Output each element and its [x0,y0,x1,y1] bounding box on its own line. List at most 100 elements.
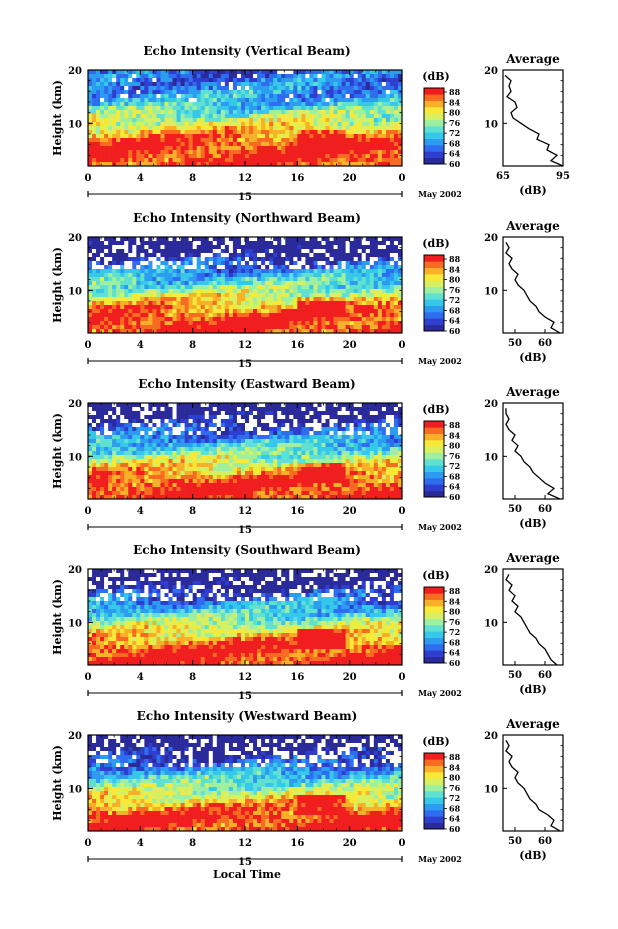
heatmap-cell [317,158,322,163]
heatmap-cell [116,427,121,432]
heatmap-cell [353,138,359,143]
heatmap-cell [377,122,383,127]
heatmap-cell [285,269,290,274]
heatmap-cell [301,305,306,310]
heatmap-cell [232,82,238,87]
heatmap-cell [140,447,145,452]
heatmap-cell [176,281,181,286]
heatmap-cell [92,265,97,270]
heatmap-cell [321,94,326,99]
heatmap-cell [144,150,149,155]
heatmap-cell [88,407,93,412]
heatmap-cell [220,253,226,258]
heatmap-cell [152,289,157,294]
heatmap-cell [265,277,270,282]
heatmap-cell [148,415,153,420]
heatmap-cell [253,118,258,123]
heatmap-cell [168,321,173,326]
heatmap-cell [108,261,113,266]
heatmap-cell [160,273,165,278]
heatmap-cell [172,94,177,99]
heatmap-cell [100,158,105,163]
heatmap-cell [261,122,266,127]
heatmap-cell [128,106,133,111]
heatmap-cell [245,110,250,115]
heatmap-cell [297,419,302,424]
heatmap-cell [224,403,230,408]
heatmap-cell [337,419,342,424]
heatmap-cell [357,237,363,242]
heatmap-cell [100,138,105,143]
heatmap-cell [301,439,306,444]
heatmap-cell [100,249,105,254]
heatmap-cell [309,126,314,131]
heatmap-cell [277,257,282,262]
heatmap-cell [132,297,137,302]
heatmap-cell [116,245,121,250]
heatmap-cell [345,431,350,436]
heatmap-cell [204,138,210,143]
heatmap-cell [116,70,121,75]
heatmap-cell [148,130,153,135]
heatmap-cell [152,439,157,444]
heatmap-cell [148,146,153,151]
heatmap-cell [200,74,206,79]
heatmap-cell [385,293,391,298]
heatmap-cell [349,415,354,420]
heatmap-cell [345,130,350,135]
heatmap-cell [92,90,97,95]
heatmap-cell [152,411,157,416]
heatmap-cell [253,130,258,135]
heatmap-cell [92,415,97,420]
heatmap-cell [140,293,145,298]
heatmap-cell [220,293,226,298]
heatmap-cell [92,162,97,167]
heatmap-cell [285,423,290,428]
heatmap-cell [96,154,101,159]
heatmap-cell [120,297,125,302]
heatmap-cell [180,90,185,95]
colorbar-tick-label: 72 [449,128,460,138]
heatmap-cell [112,134,117,139]
heatmap-cell [273,261,278,266]
heatmap-cell [337,130,342,135]
heatmap-cell [216,305,222,310]
heatmap-cell [220,301,226,306]
heatmap-cell [369,114,375,119]
heatmap-cell [353,301,359,306]
heatmap-cell [285,407,290,412]
heatmap-cell [289,273,294,278]
heatmap-cell [136,237,141,242]
heatmap-cell [180,146,185,151]
heatmap-cell [124,74,129,79]
heatmap-cell [136,110,141,115]
heatmap-cell [385,114,391,119]
heatmap-cell [128,74,133,79]
heatmap-cell [301,423,306,428]
heatmap-cell [180,269,185,274]
heatmap-cell [192,74,197,79]
heatmap-cell [232,70,238,75]
heatmap-cell [245,106,250,111]
heatmap-cell [353,158,359,163]
heatmap-cell [269,118,274,123]
heatmap-cell [273,150,278,155]
heatmap-cell [397,110,403,115]
heatmap-cell [289,138,294,143]
profile-x-label: (dB) [519,184,546,197]
heatmap-cell [285,435,290,440]
heatmap-cell [136,130,141,135]
heatmap-cell [325,237,330,242]
heatmap-cell [381,277,387,282]
heatmap-cell [361,309,367,314]
heatmap-cell [160,146,165,151]
heatmap-cell [309,82,314,87]
heatmap-cell [257,289,262,294]
heatmap-cell [393,158,399,163]
heatmap-cell [253,423,258,428]
heatmap-cell [168,439,173,444]
heatmap-cell [140,118,145,123]
heatmap-cell [200,325,206,330]
heatmap-cell [208,74,214,79]
